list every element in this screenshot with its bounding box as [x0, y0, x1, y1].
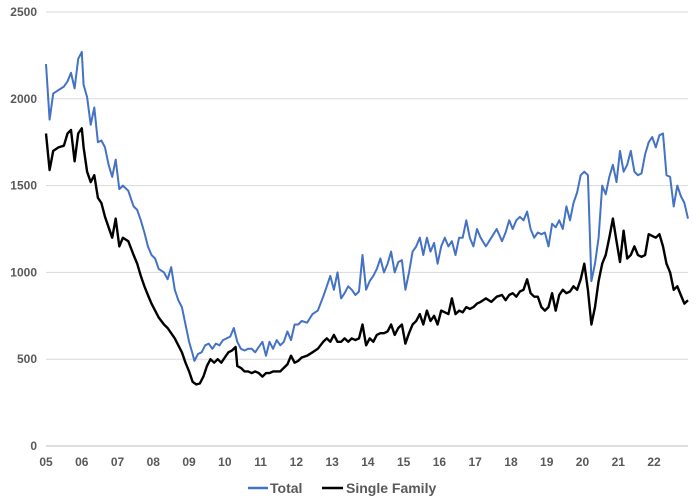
- legend: Total Single Family: [248, 480, 436, 496]
- x-tick-label: 12: [290, 455, 304, 469]
- series-lines: [44, 50, 689, 386]
- x-tick-label: 16: [433, 455, 447, 469]
- x-tick-label: 10: [218, 455, 232, 469]
- series-line-total: [45, 50, 689, 362]
- x-tick-label: 11: [254, 455, 267, 469]
- x-tick-label: 18: [504, 455, 518, 469]
- x-axis-tick-labels: 05 06 07 08 09 10 11 12 13 14 15 16 17 18 19 20 21 22: [39, 455, 661, 469]
- y-gridlines: [46, 11, 688, 360]
- x-tick-label: 19: [540, 455, 554, 469]
- x-tick-label: 13: [325, 455, 339, 469]
- x-tick-label: 17: [469, 455, 483, 469]
- x-tick-label: 08: [147, 455, 161, 469]
- legend-total-label: Total: [270, 480, 302, 496]
- x-tick-label: 14: [361, 455, 375, 469]
- y-tick-label: 1000: [10, 265, 37, 279]
- x-tick-label: 09: [182, 455, 196, 469]
- x-tick-label: 15: [397, 455, 411, 469]
- x-tick-label: 05: [39, 455, 53, 469]
- y-tick-label: 2500: [10, 5, 37, 19]
- y-tick-label: 2000: [10, 92, 37, 106]
- x-tick-label: 21: [612, 455, 626, 469]
- y-tick-label: 0: [30, 439, 37, 453]
- x-tick-label: 20: [576, 455, 590, 469]
- y-tick-label: 500: [17, 352, 37, 366]
- x-tick-label: 07: [111, 455, 125, 469]
- x-tick-label: 22: [647, 455, 661, 469]
- y-axis-tick-labels: 0 500 1000 1500 2000 2500: [10, 5, 37, 453]
- x-tick-label: 06: [75, 455, 89, 469]
- series-line-single-family: [44, 127, 689, 386]
- y-tick-label: 1500: [10, 179, 37, 193]
- legend-single-family-label: Single Family: [346, 480, 436, 496]
